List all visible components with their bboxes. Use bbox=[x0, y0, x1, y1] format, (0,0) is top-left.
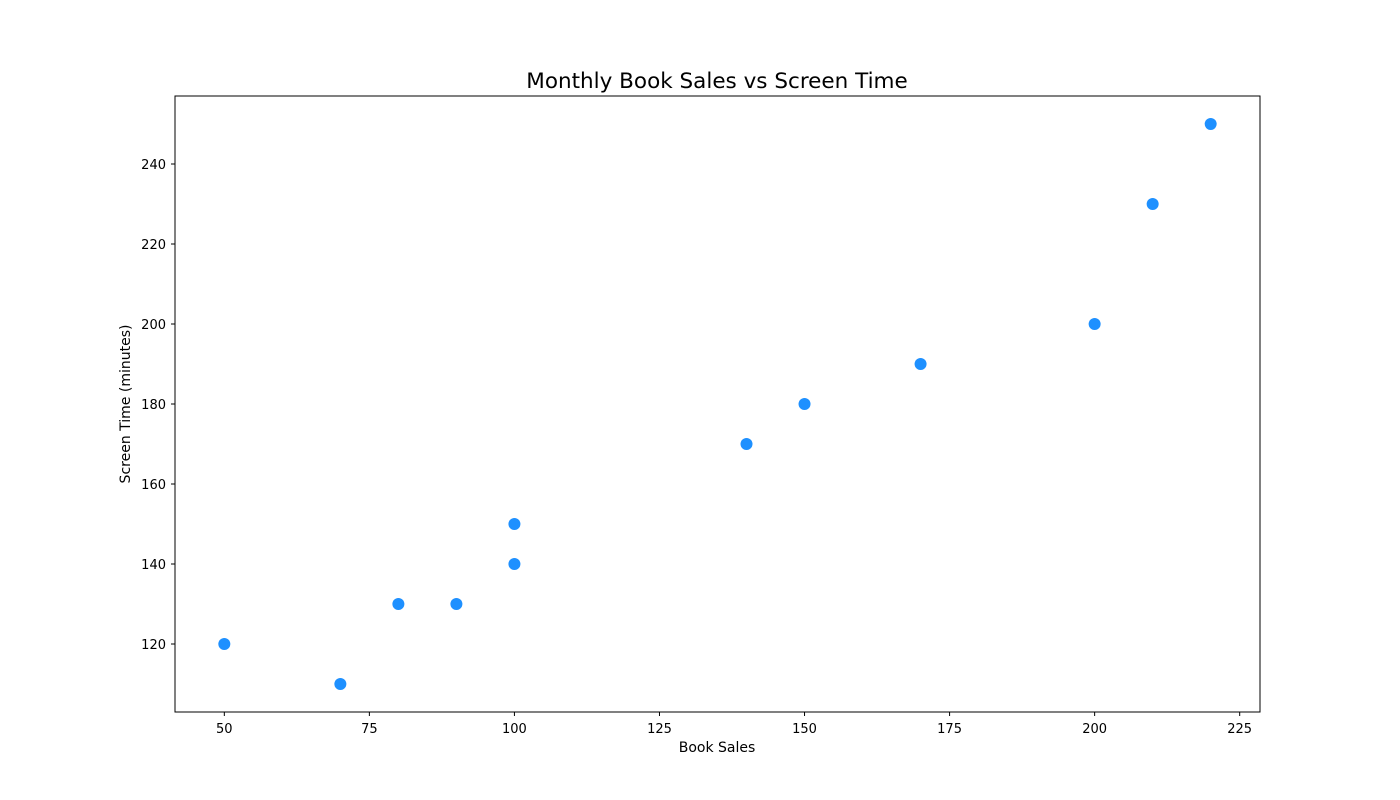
x-tick-label: 200 bbox=[1082, 722, 1107, 737]
chart-title: Monthly Book Sales vs Screen Time bbox=[526, 69, 907, 94]
data-point bbox=[1146, 198, 1159, 210]
y-tick-label: 140 bbox=[141, 558, 166, 573]
y-axis-label: Screen Time (minutes) bbox=[118, 325, 134, 484]
data-point bbox=[392, 598, 405, 610]
data-points bbox=[218, 118, 1217, 690]
y-tick-label: 200 bbox=[141, 318, 166, 333]
y-tick-label: 160 bbox=[141, 478, 166, 493]
x-tick-label: 150 bbox=[792, 722, 817, 737]
data-point bbox=[218, 638, 231, 650]
x-tick-label: 225 bbox=[1227, 722, 1252, 737]
x-tick-label: 50 bbox=[216, 722, 233, 737]
data-point bbox=[914, 358, 927, 370]
y-tick-label: 120 bbox=[141, 638, 166, 653]
y-tick-label: 180 bbox=[141, 398, 166, 413]
data-point bbox=[508, 518, 521, 530]
x-tick-label: 125 bbox=[647, 722, 672, 737]
data-point bbox=[450, 598, 463, 610]
x-axis-label: Book Sales bbox=[679, 740, 756, 756]
x-axis: 50 75 100 125 150 175 200 225 bbox=[216, 712, 1252, 737]
plot-frame bbox=[174, 95, 1261, 713]
data-point bbox=[508, 558, 521, 570]
data-point bbox=[740, 438, 753, 450]
x-tick-label: 175 bbox=[937, 722, 962, 737]
x-tick-label: 100 bbox=[502, 722, 527, 737]
data-point bbox=[1204, 118, 1217, 130]
data-point bbox=[798, 398, 811, 410]
y-tick-label: 220 bbox=[141, 238, 166, 253]
data-point bbox=[334, 678, 347, 690]
data-point bbox=[1088, 318, 1101, 330]
y-axis: 120 140 160 180 200 220 240 bbox=[141, 158, 175, 653]
y-tick-label: 240 bbox=[141, 158, 166, 173]
x-tick-label: 75 bbox=[361, 722, 378, 737]
